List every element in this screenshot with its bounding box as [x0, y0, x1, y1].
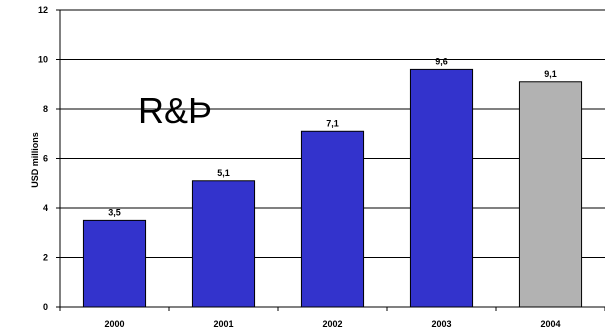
bar-2002 [300, 130, 365, 308]
data-label-2003: 9,6 [435, 56, 448, 66]
y-tick-label: 0 [43, 302, 48, 312]
x-tick-label-2004: 2004 [540, 319, 560, 329]
x-tick-label-2001: 2001 [213, 319, 233, 329]
y-tick-label: 6 [43, 154, 48, 164]
y-tick-label: 2 [43, 253, 48, 263]
data-label-2004: 9,1 [544, 69, 557, 79]
y-tick-label: 12 [38, 5, 48, 15]
bar-2001 [191, 180, 256, 308]
chart-overlay-text: R&Þ [138, 90, 212, 131]
x-tick-label-2000: 2000 [104, 319, 124, 329]
y-axis-title: USD millions [30, 132, 40, 188]
data-label-2001: 5,1 [217, 168, 230, 178]
y-tick-label: 10 [38, 55, 48, 65]
bar-2000 [82, 219, 147, 308]
data-labels: 3,5 5,1 7,1 9,6 9,1 [108, 56, 557, 217]
data-label-2002: 7,1 [326, 118, 339, 128]
x-tick-label-2003: 2003 [431, 319, 451, 329]
x-tick-label-2002: 2002 [322, 319, 342, 329]
data-label-2000: 3,5 [108, 207, 121, 217]
y-tick-label: 8 [43, 104, 48, 114]
bars [82, 68, 583, 308]
y-ticks: 0 2 4 6 8 10 12 [38, 5, 60, 312]
x-ticks: 2000 2001 2002 2003 2004 [59, 307, 605, 329]
bar-2003 [409, 68, 474, 308]
y-tick-label: 4 [43, 203, 48, 213]
bar-2004 [518, 81, 583, 308]
